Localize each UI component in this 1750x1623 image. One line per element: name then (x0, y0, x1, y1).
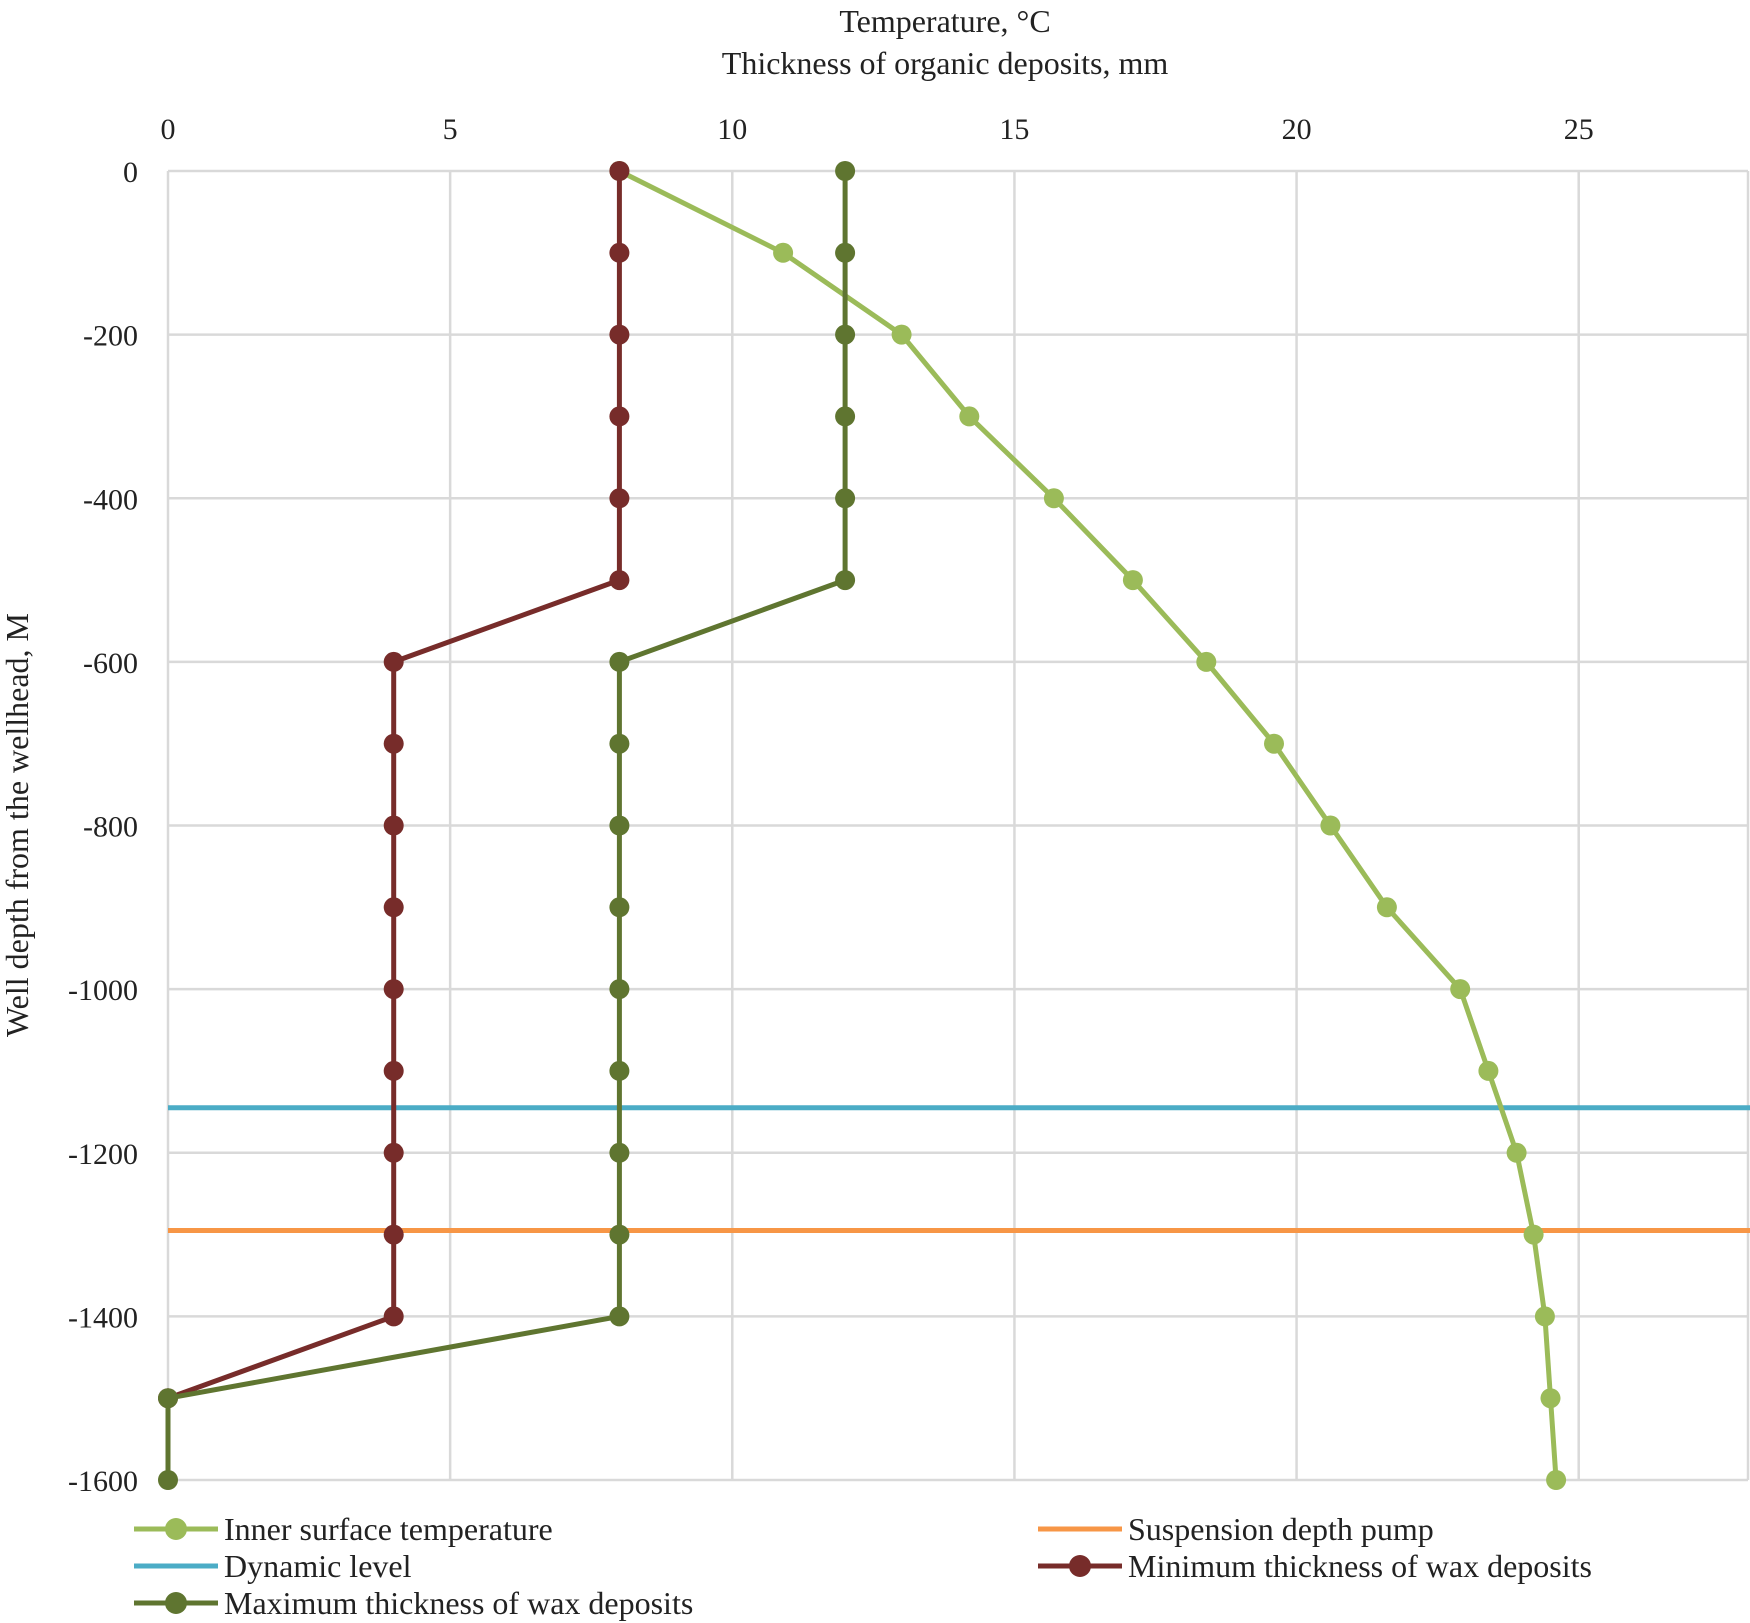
data-point-0 (1534, 1306, 1555, 1327)
data-point-0 (1523, 1224, 1544, 1245)
data-point-1 (609, 324, 630, 345)
y-tick-label: -400 (83, 483, 138, 516)
legend-label: Minimum thickness of wax deposits (1128, 1548, 1592, 1584)
data-point-1 (383, 733, 404, 754)
data-point-1 (609, 570, 630, 591)
data-point-0 (1264, 733, 1284, 754)
data-point-2 (609, 1224, 630, 1245)
data-point-2 (158, 1470, 178, 1490)
legend-label: Dynamic level (224, 1548, 412, 1584)
legend-swatch-marker (165, 1518, 187, 1540)
data-point-2 (835, 570, 856, 591)
data-point-2 (835, 161, 856, 181)
legend-label: Suspension depth pump (1128, 1511, 1434, 1547)
data-point-1 (609, 406, 630, 427)
y-tick-label: -800 (83, 811, 138, 844)
data-point-2 (609, 733, 630, 754)
data-point-0 (1376, 897, 1397, 918)
x-tick-label: 20 (1282, 113, 1312, 146)
y-tick-label: 0 (123, 156, 138, 189)
x-tick-label: 15 (999, 113, 1029, 146)
y-tick-label: -1000 (68, 974, 138, 1007)
legend-label: Maximum thickness of wax deposits (224, 1585, 693, 1621)
y-tick-label: -200 (83, 320, 138, 353)
legend-label: Inner surface temperature (224, 1511, 553, 1547)
data-point-1 (383, 1224, 404, 1245)
data-point-0 (1320, 815, 1341, 836)
plot-series (158, 161, 1750, 1490)
data-point-0 (1196, 651, 1217, 672)
data-point-2 (609, 651, 630, 672)
data-point-0 (1540, 1388, 1561, 1409)
data-point-2 (835, 324, 856, 345)
x-tick-label: 25 (1564, 113, 1594, 146)
data-point-2 (609, 979, 630, 1000)
data-point-0 (1043, 488, 1064, 509)
axes: 0 5 10 15 20 25 0 -200 -400 -600 -800 -1000 -1200 -14… (0, 3, 1594, 1498)
data-point-0 (1546, 1470, 1567, 1490)
data-point-1 (383, 1060, 404, 1081)
data-point-1 (609, 488, 630, 509)
x-tick-label: 5 (443, 113, 458, 146)
data-point-0 (1122, 570, 1143, 591)
data-point-0 (1478, 1060, 1499, 1081)
data-point-2 (158, 1388, 178, 1409)
x-tick-label: 0 (161, 113, 176, 146)
y-tick-label: -1200 (68, 1138, 138, 1171)
data-point-2 (609, 1306, 630, 1327)
data-point-2 (609, 1060, 630, 1081)
data-point-1 (383, 1142, 404, 1163)
data-point-2 (835, 488, 856, 509)
legend-swatch-marker (165, 1592, 187, 1614)
y-tick-label: -600 (83, 647, 138, 680)
data-point-1 (383, 815, 404, 836)
x-tick-label: 10 (717, 113, 747, 146)
data-point-2 (609, 897, 630, 918)
data-point-1 (609, 242, 630, 263)
legend-swatch-marker (1069, 1555, 1091, 1577)
series-line-1 (167, 171, 622, 1401)
data-point-1 (383, 897, 404, 918)
data-point-0 (959, 406, 980, 427)
x-axis-subtitle: Thickness of organic deposits, mm (722, 45, 1169, 81)
data-point-0 (891, 324, 912, 345)
data-point-2 (835, 242, 856, 263)
data-point-2 (835, 406, 856, 427)
legend: Inner surface temperature Suspension dept… (134, 1511, 1592, 1621)
y-tick-label: -1600 (68, 1465, 138, 1498)
data-point-1 (609, 161, 630, 181)
data-point-1 (383, 1306, 404, 1327)
y-tick-label: -1400 (68, 1301, 138, 1334)
data-point-0 (1450, 979, 1471, 1000)
data-point-0 (1506, 1142, 1527, 1163)
grid (166, 169, 1750, 1482)
data-point-1 (383, 651, 404, 672)
data-point-1 (383, 979, 404, 1000)
data-point-2 (609, 1142, 630, 1163)
x-axis-title: Temperature, °C (839, 3, 1050, 39)
y-axis-title: Well depth from the wellhead, M (0, 613, 35, 1037)
data-point-0 (773, 242, 794, 263)
data-point-2 (609, 815, 630, 836)
